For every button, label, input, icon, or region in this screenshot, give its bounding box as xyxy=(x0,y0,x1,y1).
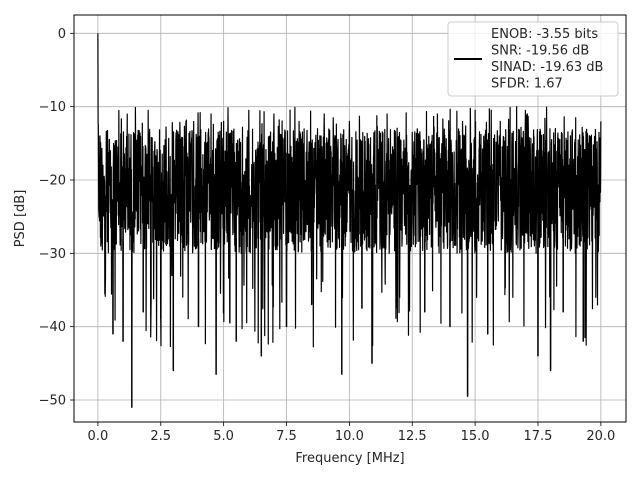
x-tick-label: 12.5 xyxy=(398,429,427,444)
plot-area-frame xyxy=(73,14,627,423)
legend-snr: SNR: -19.56 dB xyxy=(491,44,589,59)
psd-series xyxy=(97,33,602,408)
x-tick-label: 20.0 xyxy=(586,429,615,444)
y-tick-label: −30 xyxy=(39,247,66,262)
x-tick-label: 2.5 xyxy=(150,429,171,444)
x-tick-label: 10.0 xyxy=(335,429,364,444)
y-axis-label: PSD [dB] xyxy=(13,190,28,248)
x-axis-ticks: 0.0 2.5 5.0 7.5 10.0 12.5 15.0 17.5 20.0 xyxy=(88,422,615,444)
legend-sfdr: SFDR: 1.67 xyxy=(491,77,563,92)
x-tick-label: 15.0 xyxy=(461,429,490,444)
psd-line xyxy=(97,33,602,408)
x-tick-label: 5.0 xyxy=(213,429,234,444)
y-tick-label: −40 xyxy=(39,320,66,335)
y-tick-label: −50 xyxy=(39,394,66,409)
x-tick-label: 17.5 xyxy=(524,429,553,444)
y-axis-ticks: 0 −10 −20 −30 −40 −50 xyxy=(39,27,74,409)
x-tick-label: 0.0 xyxy=(88,429,109,444)
y-tick-label: −10 xyxy=(39,100,66,115)
legend: ENOB: -3.55 bits SNR: -19.56 dB SINAD: -… xyxy=(447,21,619,97)
y-tick-label: 0 xyxy=(58,27,66,42)
x-tick-label: 7.5 xyxy=(276,429,297,444)
legend-enob: ENOB: -3.55 bits xyxy=(491,27,598,42)
x-axis-label: Frequency [MHz] xyxy=(295,451,404,466)
legend-sinad: SINAD: -19.63 dB xyxy=(491,60,603,75)
y-tick-label: −20 xyxy=(39,174,66,189)
legend-box xyxy=(447,21,619,97)
